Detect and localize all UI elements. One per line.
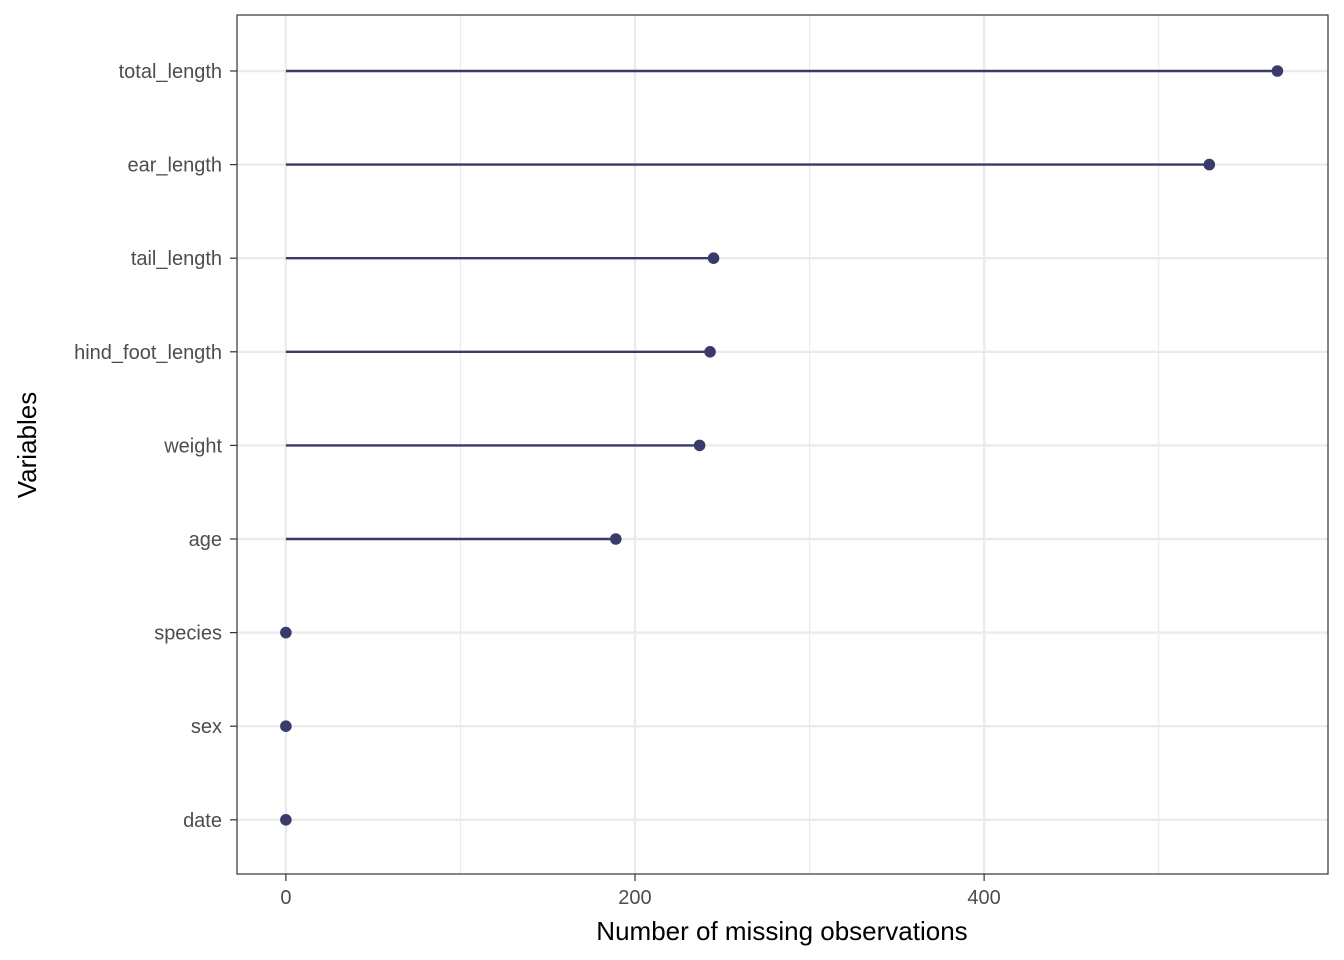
- panel-border: [236, 14, 1329, 875]
- x-tick-label: 200: [618, 887, 651, 909]
- y-tick-label: sex: [191, 716, 222, 738]
- lollipop-point: [693, 439, 706, 452]
- y-tick-label: total_length: [119, 61, 222, 83]
- lollipop-point: [280, 626, 292, 639]
- y-tick-label: tail_length: [131, 248, 222, 270]
- mark-layer: [280, 65, 1284, 826]
- y-tick-label: ear_length: [127, 155, 222, 177]
- y-tick-label: species: [154, 623, 222, 645]
- y-tick-label: weight: [163, 435, 222, 457]
- lollipop-point: [704, 346, 716, 358]
- x-tick-label: 0: [280, 887, 291, 909]
- y-tick-label: date: [183, 810, 222, 832]
- lollipop-point: [1271, 65, 1284, 77]
- x-axis-title: Number of missing observations: [596, 916, 967, 946]
- y-tick-label: hind_foot_length: [74, 342, 222, 364]
- x-tick-label: 400: [967, 887, 1000, 909]
- lollipop-point: [707, 252, 720, 264]
- lollipop-point: [280, 720, 292, 732]
- lollipop-point: [1203, 158, 1216, 171]
- y-tick-label: age: [189, 529, 222, 551]
- axis-layer: total_length ear_length tail_length hind_fo…: [74, 61, 1001, 909]
- y-axis-title: Variables: [12, 392, 42, 498]
- lollipop-point: [609, 533, 622, 545]
- lollipop-point: [280, 814, 292, 826]
